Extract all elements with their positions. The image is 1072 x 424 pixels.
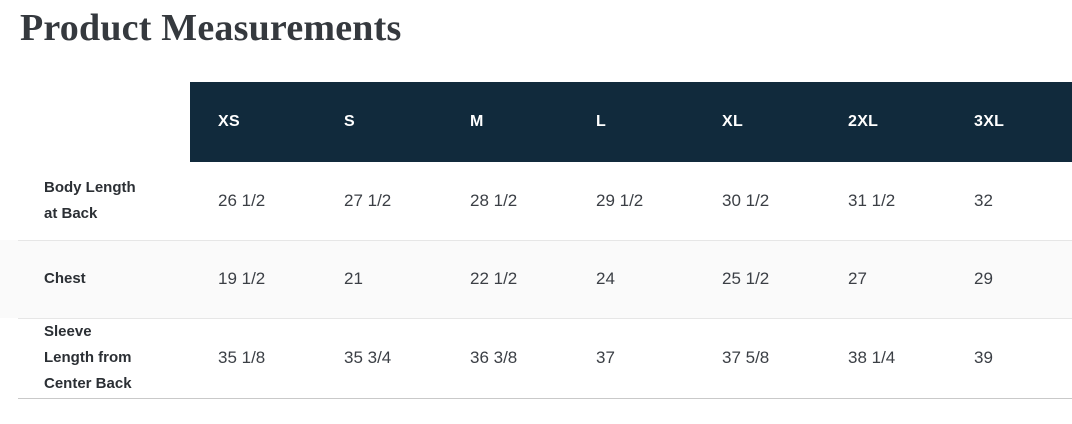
measurement-value: 39 — [974, 348, 993, 367]
measurement-value: 37 — [596, 348, 615, 367]
row-divider — [18, 240, 1072, 241]
measurement-value: 37 5/8 — [722, 348, 770, 367]
measurement-value: 36 3/8 — [470, 348, 518, 367]
measurement-value: 29 — [946, 240, 1072, 318]
measurement-value: 29 1/2 — [596, 191, 644, 210]
measurement-value: 21 — [316, 240, 442, 318]
size-column-header-3xl: 3XL — [946, 82, 1072, 162]
measurement-value: 30 1/2 — [722, 191, 770, 210]
measurement-value: 24 — [568, 240, 694, 318]
row-label-chest: Chest — [0, 240, 190, 318]
size-column-header-s: S — [316, 82, 442, 162]
size-column-header-xl: XL — [694, 82, 820, 162]
row-label-body-length: Body Length at Back — [44, 179, 136, 222]
row-divider — [18, 318, 1072, 319]
measurement-value: 31 1/2 — [848, 191, 896, 210]
size-column-header-l: L — [568, 82, 694, 162]
measurement-value: 22 1/2 — [442, 240, 568, 318]
size-column-header-2xl: 2XL — [820, 82, 946, 162]
size-column-header-m: M — [442, 82, 568, 162]
measurement-value: 38 1/4 — [848, 348, 896, 367]
row-label-sleeve-length: Sleeve Length from Center Back — [44, 323, 132, 392]
section-title: Product Measurements — [20, 7, 402, 49]
table-bottom-divider — [18, 398, 1072, 399]
measurement-value: 19 1/2 — [190, 240, 316, 318]
measurement-value: 35 3/4 — [344, 348, 392, 367]
measurement-value: 28 1/2 — [470, 191, 518, 210]
measurement-value: 26 1/2 — [218, 191, 266, 210]
measurement-value: 27 1/2 — [344, 191, 392, 210]
measurement-value: 25 1/2 — [694, 240, 820, 318]
size-column-header-xs: XS — [190, 82, 316, 162]
measurements-table: XS S M L XL 2XL 3XL Body Length at Back … — [0, 82, 1072, 398]
header-spacer-cell — [0, 82, 190, 162]
measurement-value: 35 1/8 — [218, 348, 266, 367]
measurement-value: 27 — [820, 240, 946, 318]
measurement-value: 32 — [974, 191, 993, 210]
